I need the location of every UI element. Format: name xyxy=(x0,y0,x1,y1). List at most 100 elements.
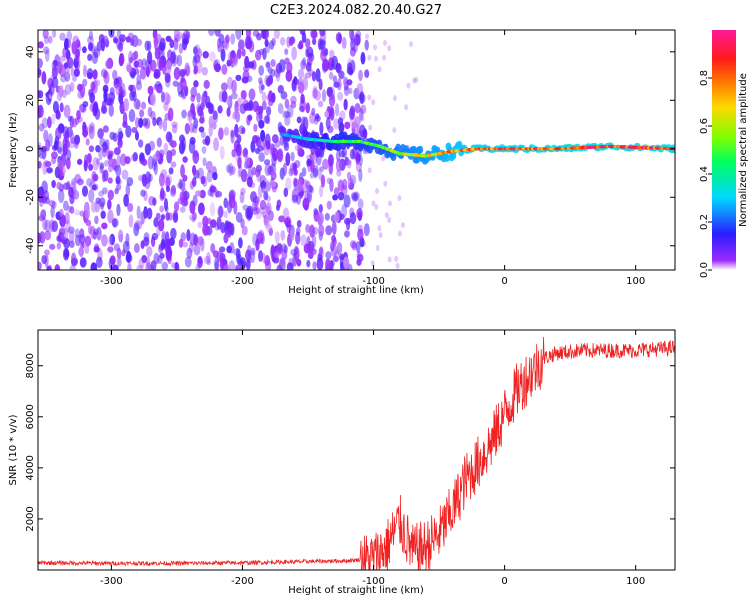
noise-cell xyxy=(319,121,324,136)
x-tick-label: 0 xyxy=(501,576,507,587)
noise-cell xyxy=(355,35,361,46)
x-tick-label: -200 xyxy=(231,276,254,287)
noise-cell xyxy=(147,173,153,182)
noise-cell xyxy=(70,257,78,267)
noise-cell xyxy=(158,149,165,158)
noise-cell xyxy=(141,173,148,187)
noise-cell xyxy=(61,228,69,241)
noise-cell xyxy=(331,55,339,70)
noise-cell xyxy=(221,260,228,270)
noise-cell xyxy=(135,80,143,91)
noise-cell xyxy=(164,231,170,245)
noise-cell xyxy=(290,100,297,109)
noise-cell xyxy=(163,101,169,112)
noise-cell xyxy=(290,227,295,241)
noise-cell xyxy=(309,172,315,179)
noise-cell xyxy=(112,69,118,81)
noise-cell xyxy=(107,235,113,246)
noise-cell xyxy=(183,30,190,40)
noise-cell xyxy=(250,140,256,153)
noise-cell xyxy=(155,150,160,162)
noise-cell xyxy=(87,225,93,235)
noise-cell xyxy=(56,235,61,242)
noise-cell xyxy=(383,180,388,187)
noise-cell xyxy=(187,111,193,121)
noise-cell xyxy=(319,40,326,50)
noise-cell xyxy=(38,90,41,99)
noise-cell xyxy=(93,45,99,59)
noise-cell xyxy=(290,151,295,162)
noise-cell xyxy=(109,233,116,246)
noise-cell xyxy=(245,30,252,39)
noise-cell xyxy=(147,155,154,170)
noise-cell xyxy=(231,50,236,59)
noise-cell xyxy=(147,50,153,65)
noise-cell xyxy=(41,180,48,194)
noise-cell xyxy=(328,162,334,175)
noise-cell xyxy=(252,30,260,37)
noise-cell xyxy=(375,244,380,251)
noise-cell xyxy=(245,38,253,50)
noise-cell xyxy=(258,229,265,239)
noise-cell xyxy=(305,61,312,72)
noise-cell xyxy=(123,193,130,207)
noise-cell xyxy=(218,127,224,140)
noise-cell xyxy=(220,48,226,62)
signal-cell-halo xyxy=(443,153,450,162)
noise-cell xyxy=(117,127,123,142)
noise-cell xyxy=(63,104,71,118)
noise-cell xyxy=(117,137,123,149)
noise-cell xyxy=(328,86,335,101)
noise-cell xyxy=(159,252,165,259)
noise-cell xyxy=(207,30,215,37)
noise-cell xyxy=(74,55,81,70)
noise-cell xyxy=(301,31,307,44)
noise-cell xyxy=(116,154,121,168)
noise-cell xyxy=(191,177,197,187)
noise-cell xyxy=(343,256,350,270)
noise-cell xyxy=(265,61,271,68)
noise-cell xyxy=(282,207,290,219)
noise-cell xyxy=(223,210,228,219)
noise-cell xyxy=(177,90,185,98)
noise-cell xyxy=(337,91,344,101)
noise-cell xyxy=(301,167,307,177)
noise-cell xyxy=(258,80,264,94)
noise-cell xyxy=(230,92,238,100)
noise-cell xyxy=(359,108,364,121)
noise-cell xyxy=(276,148,284,163)
noise-cell xyxy=(212,110,218,120)
noise-cell xyxy=(280,36,286,46)
noise-cell xyxy=(338,70,345,80)
noise-cell xyxy=(158,120,163,130)
noise-cell xyxy=(161,261,169,270)
noise-cell xyxy=(186,229,191,242)
noise-cell xyxy=(69,81,75,92)
noise-cell xyxy=(193,234,199,246)
x-tick-label: -200 xyxy=(231,576,254,587)
y-tick-label: -40 xyxy=(25,238,36,254)
noise-cell xyxy=(325,225,333,236)
noise-cell xyxy=(332,194,339,201)
noise-cell xyxy=(336,78,342,91)
noise-cell xyxy=(271,153,277,167)
noise-cell xyxy=(69,131,75,143)
noise-cell xyxy=(109,87,115,96)
noise-cell xyxy=(119,52,125,66)
noise-cell xyxy=(341,203,348,218)
noise-cell xyxy=(331,234,336,243)
noise-cell xyxy=(214,256,219,270)
noise-cell xyxy=(331,221,337,236)
noise-cell xyxy=(355,30,362,39)
noise-cell xyxy=(367,54,372,61)
noise-cell xyxy=(158,242,165,251)
noise-cell xyxy=(158,57,164,71)
noise-cell xyxy=(136,205,141,220)
noise-cell xyxy=(214,189,219,198)
noise-cell xyxy=(154,47,161,60)
noise-cell xyxy=(305,38,311,49)
noise-cell xyxy=(85,219,92,227)
noise-cell xyxy=(384,212,389,219)
noise-cell xyxy=(107,209,114,224)
